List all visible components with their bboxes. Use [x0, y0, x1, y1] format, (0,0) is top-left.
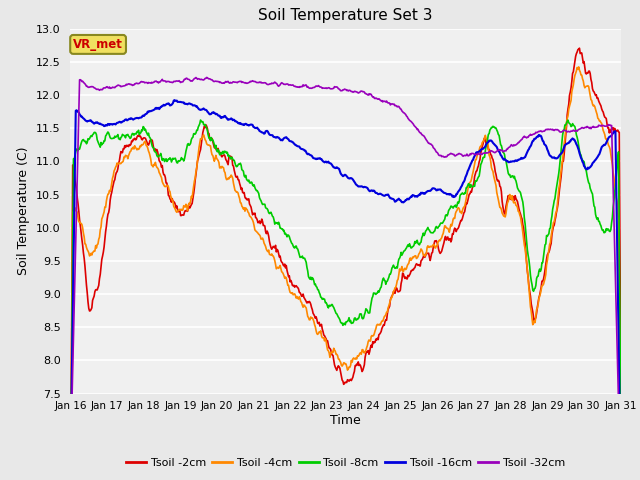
- Legend: Tsoil -2cm, Tsoil -4cm, Tsoil -8cm, Tsoil -16cm, Tsoil -32cm: Tsoil -2cm, Tsoil -4cm, Tsoil -8cm, Tsoi…: [122, 454, 570, 473]
- Text: VR_met: VR_met: [73, 38, 123, 51]
- X-axis label: Time: Time: [330, 414, 361, 427]
- Y-axis label: Soil Temperature (C): Soil Temperature (C): [17, 147, 30, 276]
- Title: Soil Temperature Set 3: Soil Temperature Set 3: [259, 9, 433, 24]
